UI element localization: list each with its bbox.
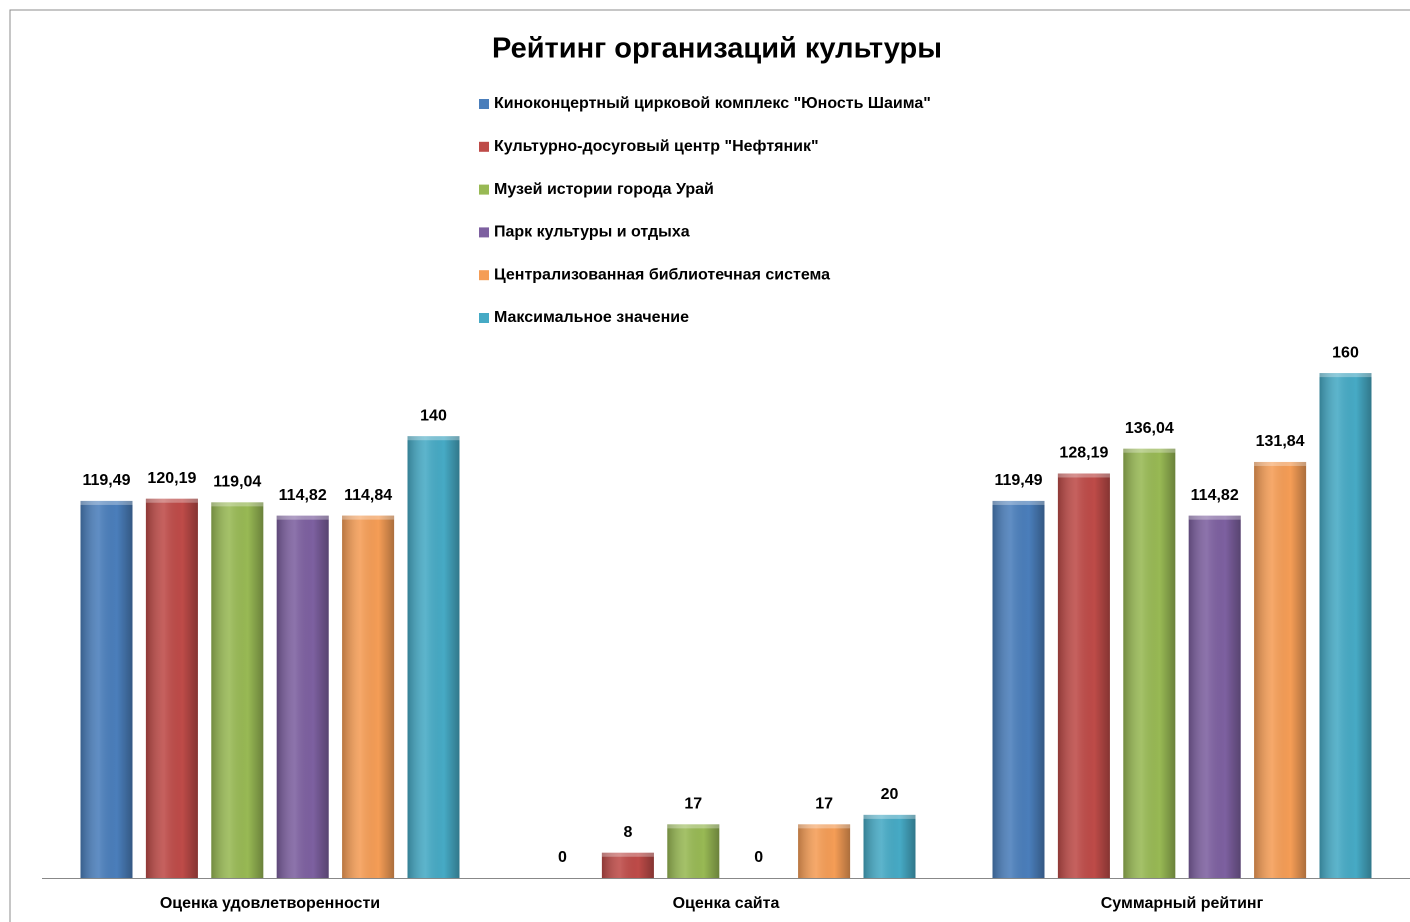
legend-label: Музей истории города Урай: [494, 181, 714, 198]
data-label: 0: [558, 849, 567, 866]
legend-swatch: [479, 270, 489, 281]
bar-shade: [1254, 461, 1307, 878]
bar-shade: [211, 502, 264, 878]
data-label: 140: [420, 407, 447, 424]
x-tick-label: Оценка сайта: [673, 895, 780, 912]
legend-label: Максимальное значение: [494, 309, 689, 326]
bar-shade: [667, 824, 720, 878]
data-label: 136,04: [1125, 420, 1174, 437]
data-label: 119,49: [82, 472, 130, 489]
data-label: 17: [815, 796, 833, 813]
data-label: 119,04: [213, 474, 261, 491]
bar-shade: [145, 498, 198, 878]
legend-label: Парк культуры и отдыха: [494, 224, 690, 241]
bar-shade: [601, 852, 654, 878]
bar-shade: [863, 814, 916, 878]
chart-border: [9, 9, 1410, 922]
bar-cap: [276, 515, 329, 520]
chart-title: Рейтинг организаций культуры: [492, 33, 942, 65]
data-label: 0: [754, 849, 763, 866]
legend-swatch: [479, 184, 489, 195]
data-label: 8: [623, 824, 632, 841]
bar-cap: [1254, 461, 1307, 466]
bar-cap: [145, 498, 198, 503]
bar-cap: [1123, 448, 1176, 453]
data-label: 114,82: [279, 487, 327, 504]
bar-shade: [1123, 448, 1176, 878]
bar-cap: [1319, 373, 1372, 378]
bar-shade: [1188, 515, 1241, 878]
data-label: 120,19: [147, 470, 196, 487]
bar-cap: [342, 515, 395, 520]
data-label: 20: [881, 786, 899, 803]
data-label: 17: [684, 796, 702, 813]
data-label: 119,49: [994, 472, 1042, 489]
bar-cap: [407, 436, 460, 441]
legend-label: Культурно-досуговый центр "Нефтяник": [494, 138, 819, 155]
legend-label: Централизованная библиотечная система: [494, 266, 830, 283]
bar-cap: [1057, 473, 1110, 478]
bar-cap: [863, 814, 916, 819]
bar-cap: [1188, 515, 1241, 520]
x-tick-label: Суммарный рейтинг: [1101, 895, 1264, 912]
data-label: 128,19: [1059, 445, 1108, 462]
bar-cap: [667, 824, 720, 829]
bar-cap: [80, 500, 133, 505]
bar-shade: [1057, 473, 1110, 878]
data-label: 131,84: [1256, 433, 1305, 450]
legend-swatch: [479, 99, 489, 109]
bar-shade: [80, 500, 133, 878]
bar-shade: [276, 515, 329, 878]
bar-shade: [407, 436, 460, 878]
bar-cap: [211, 502, 264, 507]
x-tick-label: Оценка удовлетворенности: [160, 895, 380, 912]
bar-cap: [992, 500, 1045, 505]
legend-swatch: [479, 141, 489, 152]
bar-shade: [1319, 373, 1372, 878]
bar-cap: [601, 852, 654, 857]
data-label: 114,84: [344, 487, 392, 504]
legend-swatch: [479, 227, 489, 238]
bar-shade: [798, 824, 851, 878]
legend-swatch: [479, 313, 489, 323]
legend-label: Киноконцертный цирковой комплекс "Юность…: [494, 95, 931, 112]
bar-shade: [992, 500, 1045, 878]
data-label: 160: [1332, 344, 1359, 361]
bar-shade: [342, 515, 395, 878]
bar-cap: [798, 824, 851, 829]
data-label: 114,82: [1191, 487, 1239, 504]
